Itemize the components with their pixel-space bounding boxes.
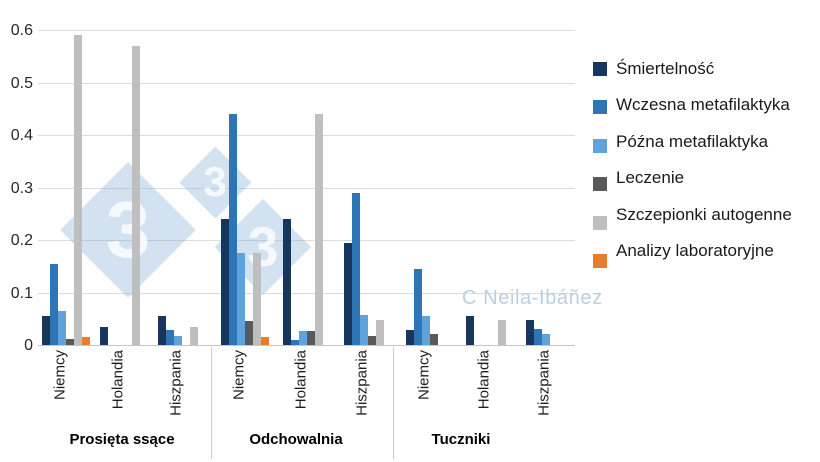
- group-label-Tuczniki: Tuczniki: [431, 431, 491, 448]
- bar-Śmiertelność-Prosięta ssące-Hiszpania: [158, 316, 166, 345]
- bar-Śmiertelność-Odchowalnia-Holandia: [283, 219, 291, 345]
- x-axis-label-Hiszpania: Hiszpania: [535, 350, 553, 416]
- x-axis-label-Niemcy: Niemcy: [230, 350, 248, 401]
- legend-item-Leczenie: Leczenie: [593, 167, 685, 191]
- gridline: [38, 292, 575, 294]
- bar-Późna metafilaktyka-Tuczniki-Hiszpania: [542, 334, 550, 345]
- x-axis-label-Holandia: Holandia: [109, 350, 127, 410]
- x-axis-label-Hiszpania: Hiszpania: [167, 350, 185, 416]
- x-axis-label-Holandia: Holandia: [292, 350, 310, 410]
- gridline: [38, 240, 575, 241]
- group-separator: [393, 347, 394, 459]
- watermark-credit: C Neila-Ibáñez: [462, 287, 603, 309]
- legend-item-label: Szczepionki autogenne: [616, 205, 792, 224]
- x-axis-label-Hiszpania: Hiszpania: [353, 350, 371, 416]
- bar-Późna metafilaktyka-Odchowalnia-Hiszpania: [360, 315, 368, 345]
- bar-Późna metafilaktyka-Tuczniki-Niemcy: [422, 316, 430, 345]
- y-axis-tick-label: 0: [24, 337, 33, 354]
- legend-item-label: Wczesna metafilaktyka: [616, 95, 790, 114]
- bar-Szczepionki autogenne-Prosięta ssące-Holandia: [132, 46, 140, 345]
- watermark-three: 3: [247, 215, 279, 278]
- gridline: [38, 30, 575, 31]
- y-axis-tick-label: 0.1: [10, 284, 33, 302]
- bar-Śmiertelność-Tuczniki-Hiszpania: [526, 320, 534, 345]
- watermark-diamond-large: 3: [60, 162, 196, 298]
- bar-Późna metafilaktyka-Odchowalnia-Niemcy: [237, 253, 245, 345]
- legend-swatch: [593, 254, 607, 268]
- legend-item-label: Leczenie: [616, 168, 685, 187]
- bar-Szczepionki autogenne-Tuczniki-Holandia: [498, 320, 506, 345]
- legend-swatch: [593, 216, 607, 230]
- legend-swatch: [593, 139, 607, 153]
- bar-Śmiertelność-Odchowalnia-Niemcy: [221, 219, 229, 345]
- legend-swatch: [593, 62, 607, 76]
- legend-item-Szczepionki autogenne: Szczepionki autogenne: [593, 204, 792, 230]
- bar-Szczepionki autogenne-Odchowalnia-Holandia: [315, 114, 323, 345]
- gridline: [38, 135, 575, 136]
- y-axis-tick-label: 0.6: [10, 22, 33, 39]
- bar-Śmiertelność-Tuczniki-Holandia: [466, 316, 474, 345]
- bar-Wczesna metafilaktyka-Prosięta ssące-Niemcy: [50, 264, 58, 345]
- bar-Analizy laboratoryjne-Odchowalnia-Niemcy: [261, 337, 269, 345]
- bar-Śmiertelność-Prosięta ssące-Niemcy: [42, 316, 50, 345]
- bar-Późna metafilaktyka-Prosięta ssące-Hiszpania: [174, 336, 182, 345]
- legend-item-label: Śmiertelność: [616, 59, 715, 78]
- legend-item-Wczesna metafilaktyka: Wczesna metafilaktyka: [593, 94, 790, 116]
- legend-item-Późna metafilaktyka: Późna metafilaktyka: [593, 131, 768, 153]
- y-axis-tick-label: 0.5: [10, 74, 33, 92]
- bar-Wczesna metafilaktyka-Tuczniki-Niemcy: [414, 269, 422, 345]
- y-axis-tick-label: 0.2: [10, 232, 33, 249]
- bar-Wczesna metafilaktyka-Odchowalnia-Niemcy: [229, 114, 237, 345]
- bar-Leczenie-Tuczniki-Niemcy: [430, 334, 438, 345]
- x-axis-baseline: [38, 345, 575, 346]
- watermark-three: 3: [105, 185, 151, 274]
- gridline: [38, 187, 575, 189]
- bar-Leczenie-Odchowalnia-Niemcy: [245, 321, 253, 345]
- bar-Szczepionki autogenne-Odchowalnia-Hiszpania: [376, 320, 384, 345]
- bar-Wczesna metafilaktyka-Tuczniki-Hiszpania: [534, 329, 542, 345]
- bar-Śmiertelność-Prosięta ssące-Holandia: [100, 327, 108, 345]
- gridline: [38, 82, 575, 84]
- legend-swatch: [593, 100, 607, 114]
- x-axis-label-Niemcy: Niemcy: [415, 350, 433, 401]
- legend-swatch: [593, 177, 607, 191]
- watermark-diamond-bottom: 3: [215, 199, 311, 295]
- bar-Śmiertelność-Odchowalnia-Hiszpania: [344, 243, 352, 345]
- bar-Szczepionki autogenne-Prosięta ssące-Hiszpania: [190, 327, 198, 345]
- legend-item-label: Późna metafilaktyka: [616, 132, 769, 151]
- bar-Analizy laboratoryjne-Prosięta ssące-Niemcy: [82, 337, 90, 345]
- group-label-Odchowalnia: Odchowalnia: [249, 431, 343, 448]
- watermark-diamond-top: 3: [179, 146, 251, 218]
- x-axis-label-Niemcy: Niemcy: [51, 350, 69, 401]
- bar-Szczepionki autogenne-Odchowalnia-Niemcy: [253, 253, 261, 345]
- bar-Leczenie-Prosięta ssące-Niemcy: [66, 339, 74, 345]
- bar-Wczesna metafilaktyka-Prosięta ssące-Hiszpania: [166, 330, 174, 345]
- legend-item-Śmiertelność: Śmiertelność: [593, 58, 714, 80]
- bar-Śmiertelność-Tuczniki-Niemcy: [406, 330, 414, 345]
- bar-Późna metafilaktyka-Prosięta ssące-Niemcy: [58, 311, 66, 345]
- bar-Późna metafilaktyka-Odchowalnia-Holandia: [299, 331, 307, 345]
- x-axis-label-Holandia: Holandia: [475, 350, 493, 410]
- y-axis-tick-label: 0.3: [10, 179, 33, 197]
- bar-Wczesna metafilaktyka-Odchowalnia-Holandia: [291, 340, 299, 345]
- legend-item-Analizy laboratoryjne: Analizy laboratoryjne: [593, 240, 774, 268]
- watermark-three: 3: [203, 158, 227, 205]
- bar-Leczenie-Odchowalnia-Holandia: [307, 331, 315, 345]
- bar-Szczepionki autogenne-Prosięta ssące-Niemcy: [74, 35, 82, 345]
- y-axis-tick-label: 0.4: [10, 127, 33, 144]
- bar-Wczesna metafilaktyka-Odchowalnia-Hiszpania: [352, 193, 360, 345]
- bar-Leczenie-Odchowalnia-Hiszpania: [368, 336, 376, 345]
- group-separator: [211, 347, 212, 459]
- legend-item-label: Analizy laboratoryjne: [616, 241, 774, 260]
- group-label-Prosięta ssące: Prosięta ssące: [69, 431, 175, 448]
